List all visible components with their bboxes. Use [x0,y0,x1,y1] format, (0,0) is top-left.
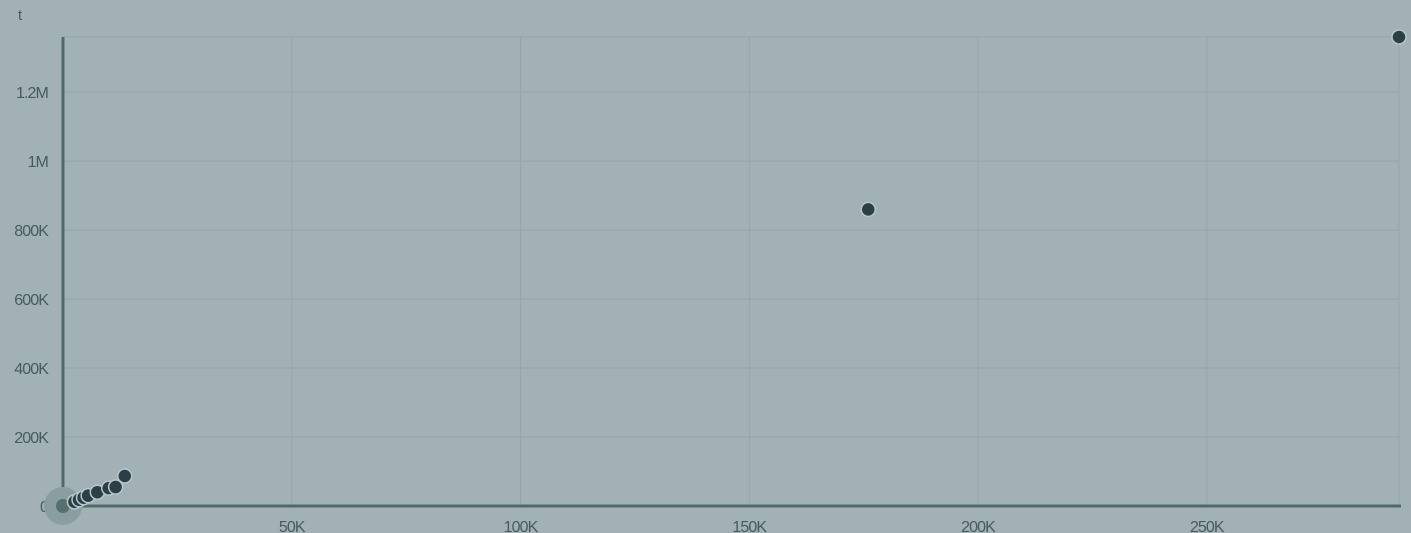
data-point-highlighted[interactable] [56,499,70,513]
x-tick-label: 150K [732,519,767,533]
y-tick-label: 400K [14,361,49,378]
y-axis-label: t [18,7,23,24]
x-tick-label: 200K [961,519,996,533]
data-point[interactable] [1391,29,1407,45]
data-points [44,29,1407,525]
y-tick-label: 1M [28,154,49,171]
x-tick-label: 250K [1190,519,1225,533]
y-tick-label: 200K [14,430,49,447]
grid [63,36,1400,506]
x-tick-label: 50K [279,519,306,533]
y-tick-label: 600K [14,292,49,309]
tick-labels: 50K 100K 150K 200K 250K0200K400K600K800K1M1.… [14,85,1226,533]
y-tick-label: 800K [14,223,49,240]
data-point[interactable] [117,468,133,484]
data-point[interactable] [860,201,877,218]
axes: t [18,7,1401,508]
data-point[interactable] [107,479,124,495]
y-tick-label: 1.2M [16,85,49,102]
x-tick-label: 100K [504,519,539,533]
